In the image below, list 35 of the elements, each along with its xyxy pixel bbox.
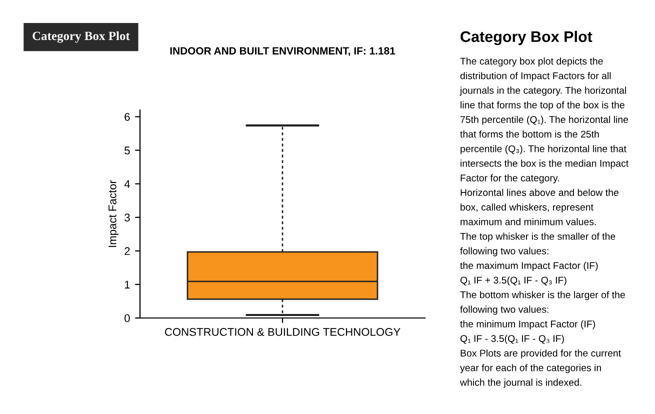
text: the minimum Impact Factor (IF) [460, 320, 595, 330]
y-tick-label: 5 [124, 146, 130, 154]
text: Box Plots are provided for the current [460, 349, 621, 359]
text: intersects the box is the median Impact [460, 160, 629, 169]
x-tick-label: CONSTRUCTION & BUILDING TECHNOLOGY [164, 328, 400, 336]
text: The bottom whisker is the larger of the [460, 291, 625, 300]
y-tick-label: 1 [124, 280, 130, 288]
text: 75th percentile (Q₁). The horizontal line [460, 116, 628, 125]
text: following two values: [460, 247, 548, 256]
y-tick-label: 4 [124, 180, 130, 188]
text: following two values: [460, 306, 548, 315]
text: that forms the bottom is the 25th [460, 130, 599, 138]
y-axis-title: Impact Factor [108, 180, 119, 247]
text: year for each of the categories in [460, 364, 601, 374]
y-tick-label: 0 [124, 314, 130, 322]
text: Category Box Plot [32, 31, 130, 43]
text: the maximum Impact Factor (IF) [460, 262, 598, 271]
text: percentile (Q₃). The horizontal line that [460, 145, 626, 154]
text: distribution of Impact Factors for all [460, 72, 611, 82]
text: journals in the category. The horizontal [460, 86, 626, 96]
text: box, called whiskers, represent [460, 203, 594, 213]
text: line that forms the top of the box is the [460, 101, 624, 110]
text: Category Box Plot [460, 30, 592, 46]
text: Factor for the category. [460, 174, 559, 184]
text: Q₁ IF + 3.5(Q₁ IF - Q₃ IF) [460, 276, 566, 286]
text: Horizontal lines above and below the [460, 188, 618, 196]
text: The category box plot depicts the [460, 57, 603, 67]
text: Q₁ IF - 3.5(Q₁ IF - Q₃ IF) [460, 334, 564, 344]
text: The top whisker is the smaller of the [460, 232, 616, 242]
chart-title: INDOOR AND BUILT ENVIRONMENT, IF: 1.181 [170, 47, 396, 56]
y-tick-label: 2 [124, 247, 130, 255]
y-tick-label: 6 [124, 112, 130, 121]
text: which the journal is indexed. [460, 378, 582, 388]
y-tick-label: 3 [124, 214, 130, 222]
text: maximum and minimum values. [460, 218, 596, 226]
